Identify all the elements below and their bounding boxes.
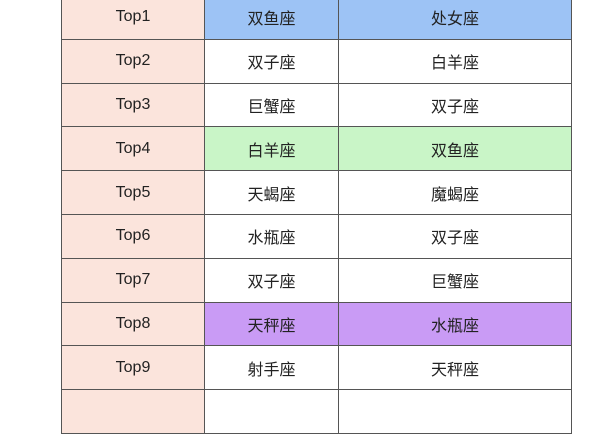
table-row: Top4 白羊座 双鱼座 (61, 126, 572, 172)
table-row: Top6 水瓶座 双子座 (61, 213, 572, 259)
sign-cell-col3: 巨蟹座 (338, 257, 572, 303)
table-row: Top3 巨蟹座 双子座 (61, 82, 572, 128)
rank-cell: Top3 (61, 82, 205, 128)
sign-cell-col2: 巨蟹座 (204, 82, 339, 128)
sign-cell-col2: 天秤座 (204, 301, 339, 347)
sign-cell-col3 (338, 389, 572, 434)
rank-cell: Top5 (61, 170, 205, 215)
sign-cell-col3: 白羊座 (338, 38, 572, 84)
sign-cell-col2: 水瓶座 (204, 213, 339, 259)
sign-cell-col3: 双子座 (338, 82, 572, 128)
rank-cell: Top2 (61, 38, 205, 84)
rank-cell: Top4 (61, 126, 205, 172)
rank-cell: Top7 (61, 257, 205, 303)
table-row: Top9 射手座 天秤座 (61, 345, 572, 391)
sign-cell-col3: 双子座 (338, 213, 572, 259)
sign-cell-col3: 处女座 (338, 0, 572, 40)
rank-cell (61, 389, 205, 434)
ranking-table: Top1 双鱼座 处女座 Top2 双子座 白羊座 Top3 巨蟹座 双子座 Top4 白羊座 双鱼座… (61, 0, 572, 434)
rank-cell: Top8 (61, 301, 205, 347)
rank-cell: Top9 (61, 345, 205, 391)
sign-cell-col3: 天秤座 (338, 345, 572, 391)
sign-cell-col3: 水瓶座 (338, 301, 572, 347)
table-row: Top1 双鱼座 处女座 (61, 0, 572, 40)
sign-cell-col2: 射手座 (204, 345, 339, 391)
sign-cell-col3: 双鱼座 (338, 126, 572, 172)
table-row: Top7 双子座 巨蟹座 (61, 257, 572, 303)
sign-cell-col2: 天蝎座 (204, 170, 339, 215)
sign-cell-col2: 双鱼座 (204, 0, 339, 40)
rank-cell: Top1 (61, 0, 205, 40)
sign-cell-col2: 双子座 (204, 38, 339, 84)
sign-cell-col2: 双子座 (204, 257, 339, 303)
table-row (61, 389, 572, 434)
table-row: Top8 天秤座 水瓶座 (61, 301, 572, 347)
table-row: Top2 双子座 白羊座 (61, 38, 572, 84)
table-row: Top5 天蝎座 魔蝎座 (61, 170, 572, 215)
rank-cell: Top6 (61, 213, 205, 259)
sign-cell-col2: 白羊座 (204, 126, 339, 172)
sign-cell-col2 (204, 389, 339, 434)
sign-cell-col3: 魔蝎座 (338, 170, 572, 215)
